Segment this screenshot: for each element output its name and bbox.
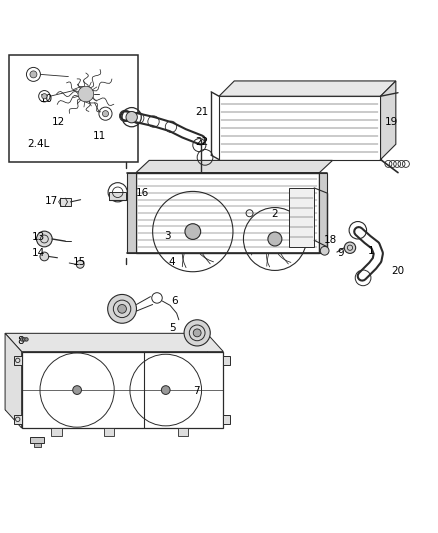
Circle shape [108, 294, 137, 323]
Text: 11: 11 [92, 132, 106, 141]
Polygon shape [5, 333, 21, 428]
Text: 6: 6 [171, 296, 177, 306]
Polygon shape [5, 333, 207, 410]
Text: 5: 5 [169, 322, 175, 333]
Circle shape [73, 386, 81, 394]
Text: 10: 10 [40, 94, 53, 104]
Circle shape [184, 320, 210, 346]
Bar [223, 356, 230, 365]
Polygon shape [219, 81, 396, 96]
Polygon shape [136, 173, 319, 253]
Circle shape [40, 252, 49, 261]
Circle shape [76, 261, 84, 268]
Circle shape [344, 242, 356, 253]
Text: 3: 3 [164, 231, 171, 241]
Text: 13: 13 [32, 232, 46, 242]
Polygon shape [136, 160, 332, 173]
Circle shape [30, 71, 37, 78]
Polygon shape [319, 173, 327, 253]
Text: 4: 4 [169, 257, 175, 267]
Circle shape [118, 304, 127, 313]
Text: 14: 14 [32, 248, 46, 259]
Circle shape [185, 224, 201, 239]
Text: 16: 16 [136, 188, 149, 198]
Polygon shape [5, 333, 223, 352]
Bar [10, 55, 138, 161]
Circle shape [193, 329, 201, 337]
Text: 1: 1 [367, 246, 374, 256]
Text: 2.4L: 2.4L [27, 139, 49, 149]
Circle shape [42, 94, 47, 99]
Circle shape [20, 338, 24, 341]
Circle shape [320, 246, 329, 255]
Circle shape [102, 111, 109, 117]
Text: 7: 7 [193, 386, 199, 396]
Polygon shape [127, 173, 136, 253]
Bar [14, 356, 21, 365]
Bar [34, 443, 41, 447]
Circle shape [25, 338, 28, 341]
Polygon shape [78, 86, 94, 102]
Text: 20: 20 [392, 266, 405, 276]
Bar [104, 428, 114, 436]
Text: 22: 22 [195, 137, 208, 147]
Circle shape [268, 232, 282, 246]
Text: 15: 15 [73, 257, 86, 267]
Bar [60, 198, 71, 206]
Bar [178, 428, 188, 436]
Circle shape [161, 386, 170, 394]
Polygon shape [21, 352, 223, 428]
Text: 2: 2 [272, 209, 278, 219]
Circle shape [126, 111, 138, 123]
Bar [223, 415, 230, 424]
Text: 18: 18 [324, 235, 337, 245]
Bar [51, 428, 62, 436]
Text: 19: 19 [385, 117, 398, 127]
Bar [14, 415, 21, 424]
Bar [30, 437, 44, 443]
Text: 21: 21 [195, 107, 208, 117]
Polygon shape [289, 188, 314, 247]
Text: 9: 9 [337, 248, 343, 259]
Bar [109, 192, 127, 200]
Text: 12: 12 [52, 117, 65, 126]
Polygon shape [381, 81, 396, 159]
Circle shape [22, 338, 26, 341]
Circle shape [36, 231, 52, 247]
Text: 17: 17 [44, 196, 58, 206]
Text: 8: 8 [17, 336, 24, 346]
